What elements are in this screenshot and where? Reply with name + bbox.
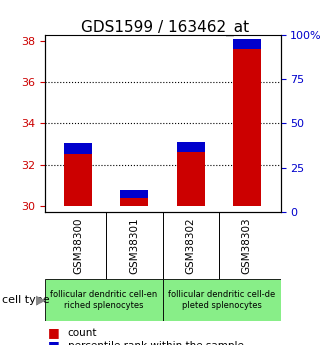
- Bar: [64, 143, 92, 154]
- Bar: [233, 49, 261, 206]
- Bar: [177, 142, 205, 152]
- Text: GSM38300: GSM38300: [73, 218, 83, 274]
- Text: GDS1599 / 163462_at: GDS1599 / 163462_at: [81, 20, 249, 36]
- Text: follicular dendritic cell-de
pleted splenocytes: follicular dendritic cell-de pleted sple…: [168, 290, 275, 310]
- Text: count: count: [68, 328, 97, 338]
- Bar: [177, 152, 205, 206]
- Bar: [120, 198, 148, 206]
- Bar: [162, 279, 280, 321]
- Bar: [120, 190, 148, 198]
- Text: follicular dendritic cell-en
riched splenocytes: follicular dendritic cell-en riched sple…: [50, 290, 157, 310]
- Text: ■: ■: [48, 326, 60, 339]
- Text: GSM38302: GSM38302: [185, 217, 196, 274]
- Text: ■: ■: [48, 339, 60, 345]
- Text: GSM38301: GSM38301: [129, 217, 140, 274]
- Text: percentile rank within the sample: percentile rank within the sample: [68, 341, 244, 345]
- Text: cell type: cell type: [2, 295, 49, 305]
- Bar: [64, 154, 92, 206]
- Bar: [233, 39, 261, 49]
- Bar: [45, 279, 162, 321]
- Text: GSM38303: GSM38303: [242, 217, 252, 274]
- Text: ▶: ▶: [36, 294, 46, 307]
